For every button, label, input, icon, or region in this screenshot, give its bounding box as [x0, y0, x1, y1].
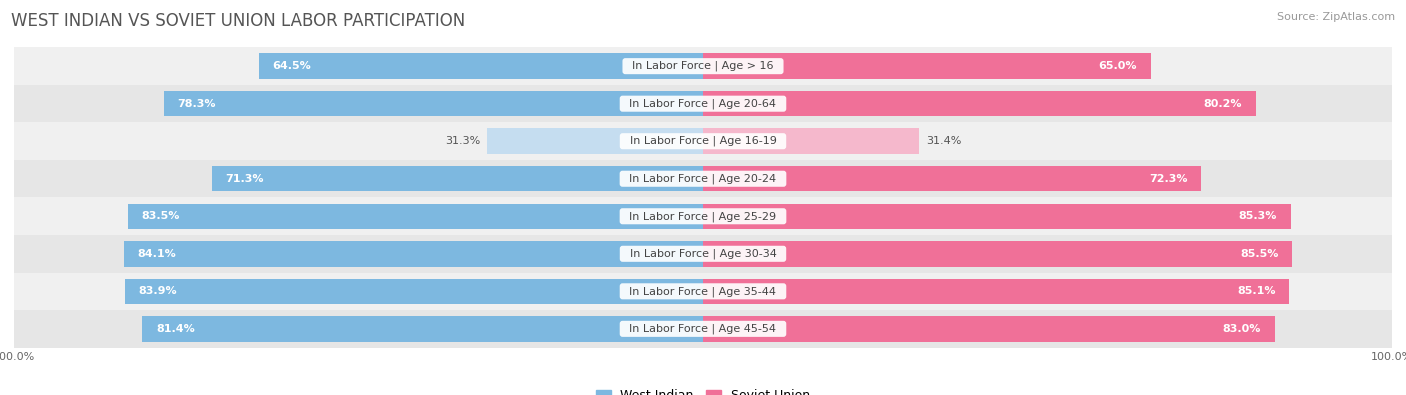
Bar — [488, 128, 703, 154]
Bar — [142, 316, 703, 342]
Legend: West Indian, Soviet Union: West Indian, Soviet Union — [591, 384, 815, 395]
Bar — [163, 91, 703, 117]
Bar — [14, 122, 1392, 160]
Text: Source: ZipAtlas.com: Source: ZipAtlas.com — [1277, 12, 1395, 22]
Bar — [128, 203, 703, 229]
Bar — [14, 47, 1392, 85]
Text: 85.1%: 85.1% — [1237, 286, 1275, 296]
Text: 84.1%: 84.1% — [138, 249, 176, 259]
Bar — [703, 316, 1275, 342]
Text: 83.5%: 83.5% — [142, 211, 180, 221]
Text: In Labor Force | Age 30-34: In Labor Force | Age 30-34 — [623, 248, 783, 259]
Text: In Labor Force | Age > 16: In Labor Force | Age > 16 — [626, 61, 780, 71]
Bar — [14, 198, 1392, 235]
Bar — [14, 310, 1392, 348]
Bar — [703, 278, 1289, 304]
Bar — [124, 241, 703, 267]
Bar — [212, 166, 703, 192]
Bar — [14, 273, 1392, 310]
Text: 85.5%: 85.5% — [1240, 249, 1278, 259]
Bar — [703, 53, 1152, 79]
Bar — [259, 53, 703, 79]
Bar — [14, 160, 1392, 198]
Bar — [703, 203, 1291, 229]
Bar — [125, 278, 703, 304]
Text: 71.3%: 71.3% — [225, 174, 264, 184]
Text: In Labor Force | Age 20-24: In Labor Force | Age 20-24 — [623, 173, 783, 184]
Text: In Labor Force | Age 20-64: In Labor Force | Age 20-64 — [623, 98, 783, 109]
Text: 81.4%: 81.4% — [156, 324, 195, 334]
Text: In Labor Force | Age 25-29: In Labor Force | Age 25-29 — [623, 211, 783, 222]
Text: In Labor Force | Age 45-54: In Labor Force | Age 45-54 — [623, 324, 783, 334]
Bar — [703, 241, 1292, 267]
Bar — [703, 128, 920, 154]
Text: 65.0%: 65.0% — [1098, 61, 1137, 71]
Text: 64.5%: 64.5% — [273, 61, 311, 71]
Bar — [703, 166, 1201, 192]
Bar — [14, 235, 1392, 273]
Text: 83.9%: 83.9% — [139, 286, 177, 296]
Bar — [703, 91, 1256, 117]
Text: 31.4%: 31.4% — [927, 136, 962, 146]
Text: 80.2%: 80.2% — [1204, 99, 1241, 109]
Text: 31.3%: 31.3% — [446, 136, 481, 146]
Text: 72.3%: 72.3% — [1149, 174, 1187, 184]
Text: 78.3%: 78.3% — [177, 99, 217, 109]
Text: In Labor Force | Age 35-44: In Labor Force | Age 35-44 — [623, 286, 783, 297]
Text: WEST INDIAN VS SOVIET UNION LABOR PARTICIPATION: WEST INDIAN VS SOVIET UNION LABOR PARTIC… — [11, 12, 465, 30]
Bar — [14, 85, 1392, 122]
Text: 83.0%: 83.0% — [1223, 324, 1261, 334]
Text: 85.3%: 85.3% — [1239, 211, 1277, 221]
Text: In Labor Force | Age 16-19: In Labor Force | Age 16-19 — [623, 136, 783, 147]
